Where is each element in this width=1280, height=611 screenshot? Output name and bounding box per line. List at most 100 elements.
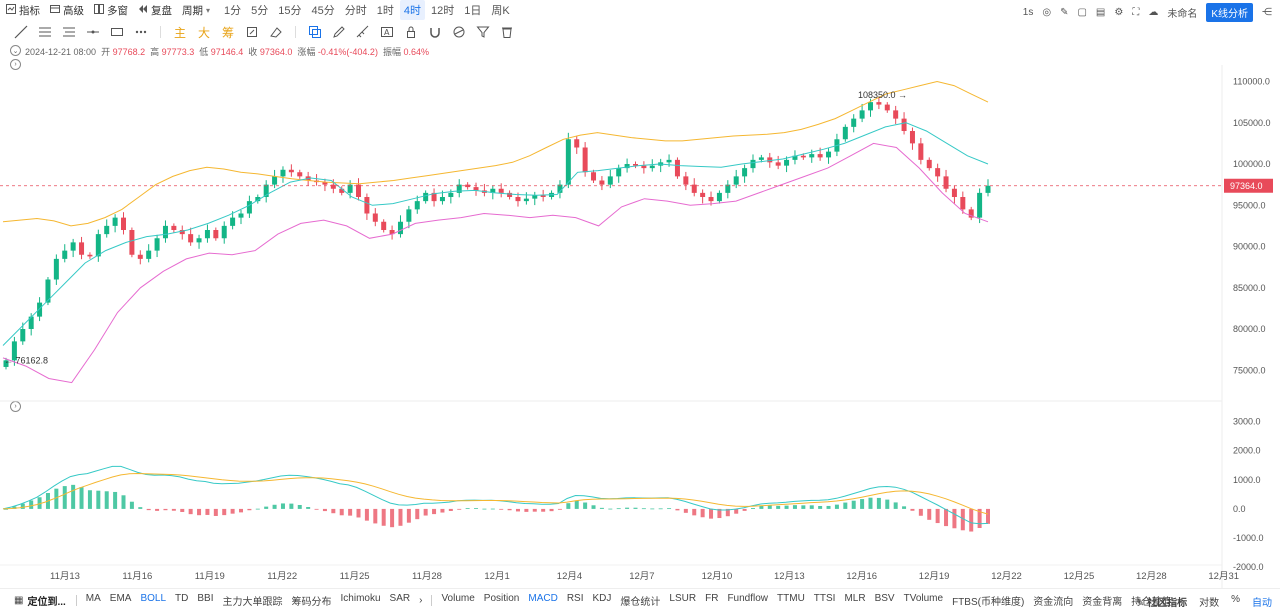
indicator-button[interactable]: 指标 bbox=[6, 3, 40, 18]
main-indicator-6[interactable]: 筹码分布 bbox=[291, 596, 332, 608]
copy-icon[interactable] bbox=[304, 23, 326, 41]
sub-indicator-17[interactable]: 持仓差值 bbox=[1131, 596, 1172, 608]
sub-indicator-0[interactable]: Volume bbox=[441, 592, 475, 604]
kline-analysis-button[interactable]: K线分析 bbox=[1206, 3, 1253, 22]
more-icon[interactable] bbox=[130, 23, 152, 41]
macd-bar-41 bbox=[348, 508, 353, 516]
candle-body-10 bbox=[87, 254, 93, 257]
macd-bar-35 bbox=[297, 504, 302, 509]
candle-body-64 bbox=[540, 195, 546, 197]
locate-button[interactable]: 定位到... bbox=[27, 596, 66, 608]
settings-icon[interactable]: ⚙ bbox=[1114, 7, 1124, 18]
percent-toggle[interactable]: % bbox=[1231, 594, 1240, 605]
sub-indicator-3[interactable]: RSI bbox=[566, 592, 584, 604]
period-6[interactable]: 4时 bbox=[399, 0, 426, 20]
more-sub-icon[interactable]: › bbox=[1180, 594, 1184, 606]
period-8[interactable]: 1日 bbox=[464, 5, 482, 17]
candle-body-22 bbox=[188, 234, 194, 243]
window-icon[interactable]: ▢ bbox=[1077, 7, 1087, 18]
main-indicator-0[interactable]: MA bbox=[85, 592, 101, 604]
sub-indicator-1[interactable]: Position bbox=[483, 592, 520, 604]
unnamed-label[interactable]: 未命名 bbox=[1167, 9, 1198, 20]
text-icon[interactable]: A bbox=[376, 23, 398, 41]
share-icon[interactable]: ⋲ bbox=[1262, 7, 1272, 18]
main-indicator-2[interactable]: BOLL bbox=[140, 592, 167, 604]
period-7[interactable]: 12时 bbox=[431, 5, 455, 17]
x-tick-3: 11月22 bbox=[267, 571, 297, 582]
trendline-icon[interactable] bbox=[10, 23, 32, 41]
refresh-icon[interactable] bbox=[241, 23, 263, 41]
collapse-icon[interactable]: ⌄ bbox=[10, 45, 21, 56]
period-dropdown[interactable]: 周期 ▾ bbox=[182, 3, 210, 18]
sub-indicator-5[interactable]: 爆仓统计 bbox=[620, 596, 661, 608]
advanced-button[interactable]: 高级 bbox=[50, 3, 84, 18]
locate-icon[interactable]: ▦ bbox=[14, 594, 24, 606]
main-indicator-1[interactable]: EMA bbox=[109, 592, 132, 604]
rectangle-icon[interactable] bbox=[106, 23, 128, 41]
sub-indicator-4[interactable]: KDJ bbox=[592, 592, 612, 604]
macd-bar-116 bbox=[977, 508, 982, 529]
period-4[interactable]: 分时 bbox=[344, 5, 367, 17]
sub-indicator-10[interactable]: TTSI bbox=[813, 592, 836, 604]
macd-bar-14 bbox=[121, 495, 126, 509]
sub-indicator-9[interactable]: TTMU bbox=[777, 592, 805, 604]
period-5[interactable]: 1时 bbox=[376, 5, 394, 17]
sub-indicator-16[interactable]: 资金背离 bbox=[1082, 596, 1123, 608]
main-indicator-7[interactable]: Ichimoku bbox=[340, 592, 381, 604]
sub-indicator-2[interactable]: MACD bbox=[528, 592, 558, 604]
expand-icon[interactable]: › bbox=[10, 59, 21, 70]
x-tick-9: 12月10 bbox=[702, 571, 733, 582]
period-1[interactable]: 5分 bbox=[251, 5, 269, 17]
macd-bar-48 bbox=[406, 508, 411, 523]
chip-tool[interactable]: 筹 bbox=[221, 25, 234, 40]
macd-tick-0: 3000.0 bbox=[1233, 417, 1261, 427]
sub-indicator-11[interactable]: MLR bbox=[844, 592, 866, 604]
hlines-icon[interactable] bbox=[34, 23, 56, 41]
camera-icon[interactable]: ◎ bbox=[1042, 7, 1052, 18]
log-toggle[interactable]: 对数 bbox=[1199, 598, 1220, 609]
interval-label[interactable]: 1s bbox=[1022, 7, 1034, 18]
more-main-icon[interactable]: › bbox=[419, 594, 423, 606]
sub-indicator-7[interactable]: FR bbox=[705, 592, 719, 604]
multiwindow-button[interactable]: 多窗 bbox=[94, 3, 128, 18]
period-2[interactable]: 15分 bbox=[278, 5, 302, 17]
main-indicator-4[interactable]: BBI bbox=[197, 592, 214, 604]
candle-body-66 bbox=[557, 184, 563, 193]
candle-body-102 bbox=[859, 110, 865, 119]
fullscreen-icon[interactable]: ⛶ bbox=[1132, 7, 1140, 18]
ruler-icon[interactable] bbox=[352, 23, 374, 41]
delete-icon[interactable]: ▤ bbox=[1095, 7, 1106, 18]
chart-area[interactable]: 110000.0 105000.0 100000.0 95000.0 90000.0 85… bbox=[0, 65, 1280, 588]
indicator-label: 指标 bbox=[19, 4, 40, 17]
erase-icon[interactable] bbox=[265, 23, 287, 41]
trash-icon[interactable] bbox=[496, 23, 518, 41]
big-order-tool[interactable]: 大 bbox=[197, 25, 210, 40]
lock-icon[interactable] bbox=[400, 23, 422, 41]
sub-indicator-12[interactable]: BSV bbox=[874, 592, 895, 604]
main-indicator-3[interactable]: TD bbox=[175, 592, 189, 604]
pen-icon[interactable]: ✎ bbox=[1060, 7, 1069, 18]
candle-body-93 bbox=[784, 159, 790, 166]
sub-indicator-15[interactable]: 资金流向 bbox=[1033, 596, 1074, 608]
hline-icon[interactable] bbox=[82, 23, 104, 41]
period-3[interactable]: 45分 bbox=[311, 5, 335, 17]
period-0[interactable]: 1分 bbox=[224, 5, 242, 17]
main-force-tool[interactable]: 主 bbox=[173, 25, 186, 40]
sub-indicator-13[interactable]: TVolume bbox=[903, 592, 944, 604]
auto-toggle[interactable]: 自动 bbox=[1252, 598, 1272, 609]
sub-indicator-8[interactable]: Fundflow bbox=[727, 592, 769, 604]
main-indicator-8[interactable]: SAR bbox=[389, 592, 411, 604]
magnet-icon[interactable] bbox=[424, 23, 446, 41]
visibility-icon[interactable] bbox=[448, 23, 470, 41]
main-indicator-5[interactable]: 主力大单跟踪 bbox=[222, 596, 283, 608]
sub-indicator-6[interactable]: LSUR bbox=[669, 592, 697, 604]
pencil-icon[interactable] bbox=[328, 23, 350, 41]
macd-bar-74 bbox=[625, 507, 630, 509]
list-icon[interactable] bbox=[58, 23, 80, 41]
filter-icon[interactable] bbox=[472, 23, 494, 41]
period-9[interactable]: 周K bbox=[491, 5, 510, 17]
community-button[interactable]: ✎ 社区指标 bbox=[1135, 598, 1188, 609]
candle-body-30 bbox=[255, 197, 261, 202]
replay-button[interactable]: 复盘 bbox=[138, 3, 172, 18]
sub-indicator-14[interactable]: FTBS(币种维度) bbox=[952, 596, 1025, 608]
